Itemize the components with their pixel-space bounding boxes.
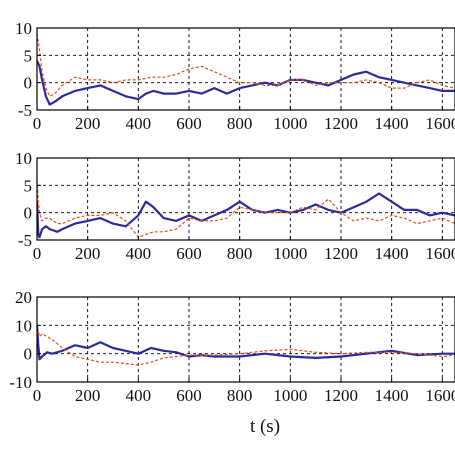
x-tick-label: 1400 <box>375 114 409 133</box>
x-tick-label: 1200 <box>324 386 358 405</box>
series-line-2 <box>37 330 455 366</box>
y-tick-label: -10 <box>9 373 32 392</box>
series-group <box>37 325 455 366</box>
series-line-2 <box>37 179 455 238</box>
x-tick-label: 1000 <box>273 114 307 133</box>
x-tick-label: 400 <box>126 114 152 133</box>
x-tick-label: 400 <box>126 244 152 263</box>
y-tick-label: 5 <box>24 176 33 195</box>
axes-frame <box>36 27 455 111</box>
series-line-2 <box>37 33 455 97</box>
x-tick-label: 1400 <box>375 244 409 263</box>
x-tick-label: 0 <box>33 386 42 405</box>
axes-frame <box>36 157 455 241</box>
x-tick-label: 1600 <box>425 114 455 133</box>
x-tick-label: 0 <box>33 114 42 133</box>
series-line-1 <box>37 325 455 361</box>
x-tick-label: 800 <box>227 114 253 133</box>
x-tick-label: 600 <box>176 386 202 405</box>
x-tick-label: 1200 <box>324 244 358 263</box>
x-tick-label: 1600 <box>425 386 455 405</box>
y-tick-label: 5 <box>24 46 33 65</box>
y-tick-label: 0 <box>24 74 33 93</box>
x-tick-label: 400 <box>126 386 152 405</box>
x-tick-label: 600 <box>176 244 202 263</box>
x-tick-label: 800 <box>227 386 253 405</box>
y-tick-label: 0 <box>24 204 33 223</box>
y-tick-label: 10 <box>15 149 32 168</box>
y-tick-label: 0 <box>24 345 33 364</box>
x-tick-label: 0 <box>33 244 42 263</box>
x-tick-label: 200 <box>75 244 101 263</box>
series-group <box>37 179 455 239</box>
x-axis-label: t (s) <box>250 416 280 437</box>
x-tick-label: 1600 <box>425 244 455 263</box>
y-tick-label: -5 <box>18 101 32 120</box>
x-tick-label: 1000 <box>273 386 307 405</box>
x-tick-label: 1400 <box>375 386 409 405</box>
x-tick-label: 200 <box>75 386 101 405</box>
series-group <box>37 33 455 106</box>
x-tick-label: 600 <box>176 114 202 133</box>
series-line-1 <box>37 192 455 239</box>
y-tick-label: 10 <box>15 19 32 38</box>
x-tick-label: 1200 <box>324 114 358 133</box>
y-tick-label: 20 <box>15 288 32 307</box>
y-tick-label: -5 <box>18 231 32 250</box>
axes-frame <box>36 296 455 383</box>
series-line-1 <box>37 60 455 106</box>
panel-3: 0200400600800100012001400160020100-10 <box>9 288 455 405</box>
x-tick-label: 1000 <box>273 244 307 263</box>
panel-1: 020040060080010001200140016001050-5 <box>15 19 455 133</box>
panel-2: 020040060080010001200140016001050-5 <box>15 149 455 263</box>
y-tick-label: 10 <box>15 316 32 335</box>
x-tick-label: 800 <box>227 244 253 263</box>
x-tick-label: 200 <box>75 114 101 133</box>
